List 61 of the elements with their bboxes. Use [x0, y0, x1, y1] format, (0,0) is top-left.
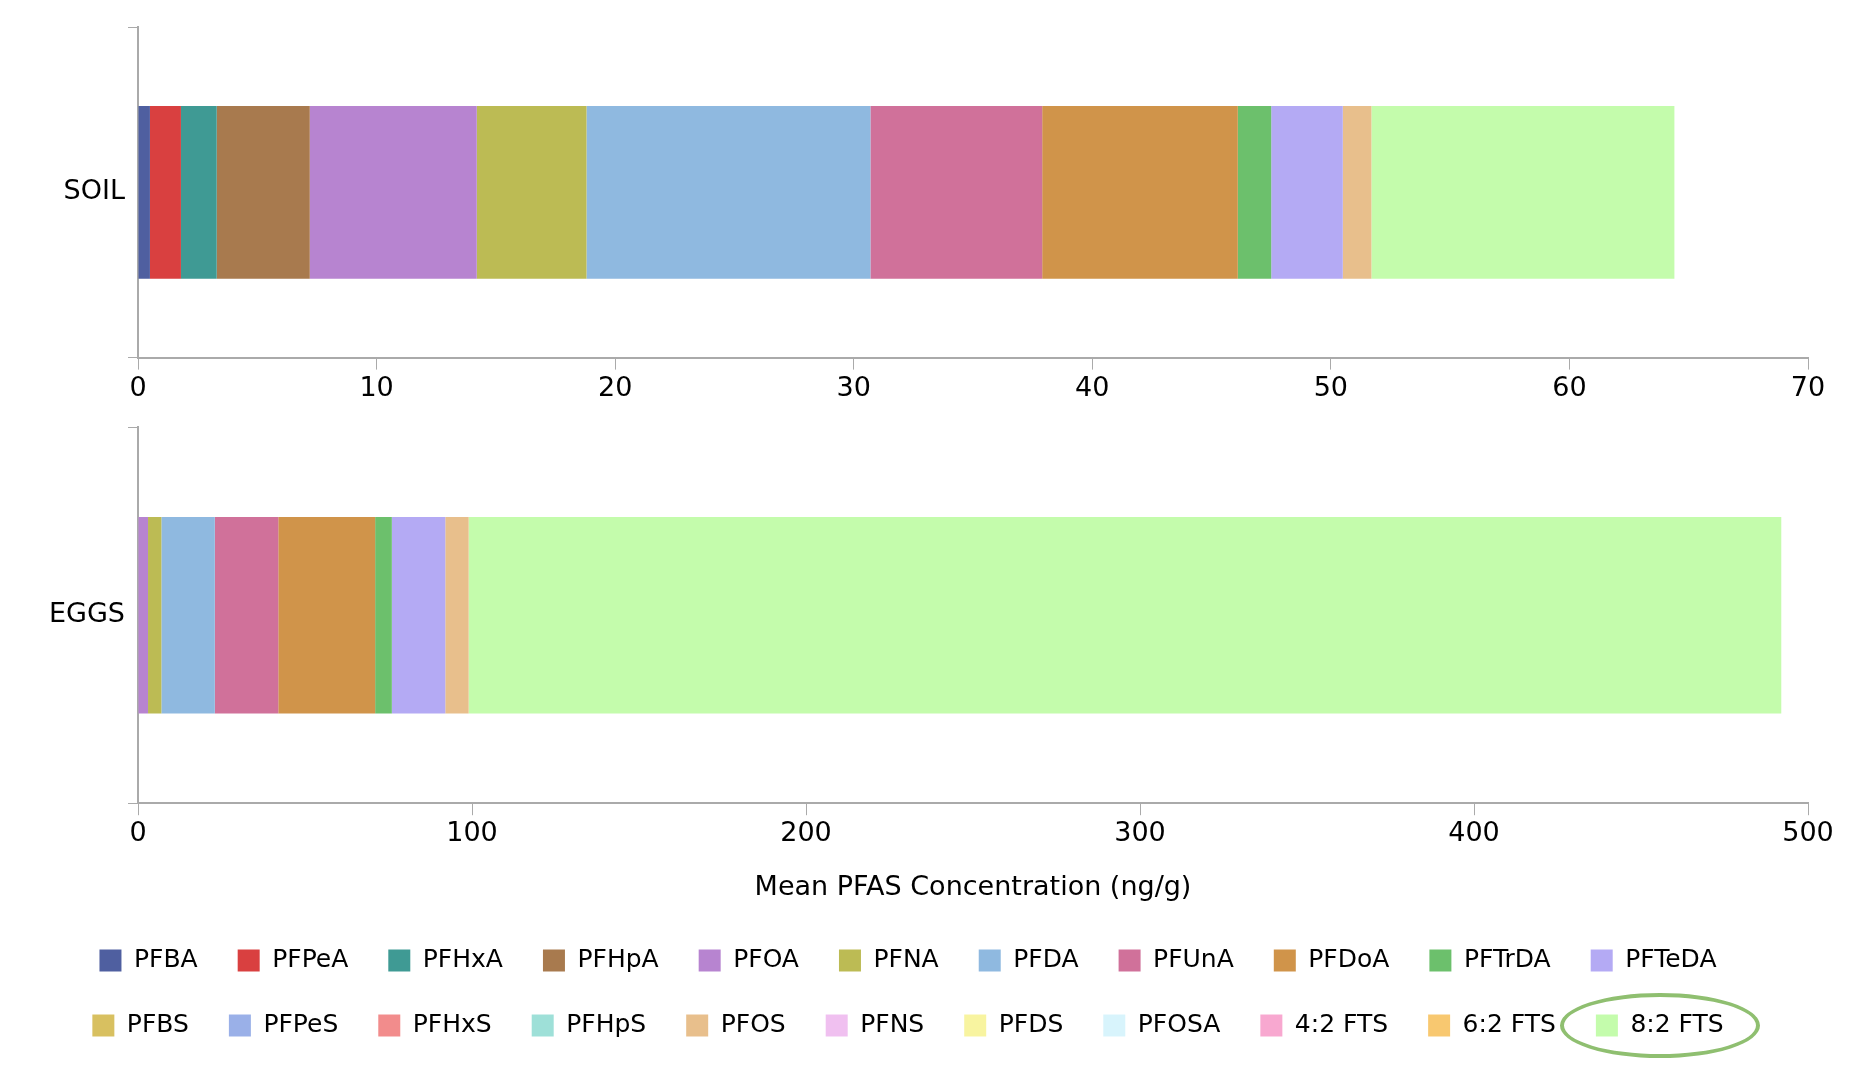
- bar: [391, 516, 446, 714]
- x-tick-label: 0: [129, 816, 147, 848]
- bar: [1271, 106, 1343, 279]
- x-tick-label: 40: [1075, 370, 1110, 402]
- legend-label: 8:2 FTS: [1630, 1009, 1724, 1038]
- legend-label: PFOSA: [1137, 1009, 1221, 1038]
- x-tick-label: 300: [1114, 816, 1166, 848]
- legend-label: PFHxS: [412, 1009, 492, 1038]
- x-tick-label: 100: [446, 816, 498, 848]
- x-tick-label: 10: [359, 370, 394, 402]
- x-tick-label: 70: [1790, 370, 1826, 402]
- y-tick-label: SOIL: [63, 174, 125, 206]
- bar: [216, 106, 310, 279]
- x-tick-label: 0: [129, 370, 147, 402]
- legend-label: PFUnA: [1153, 944, 1234, 973]
- bar: [309, 106, 477, 279]
- legend-label: 6:2 FTS: [1462, 1009, 1556, 1038]
- legend-label: PFPeA: [272, 944, 349, 973]
- x-tick-label: 500: [1782, 816, 1834, 848]
- bar: [1237, 106, 1272, 279]
- legend-label: PFTrDA: [1463, 944, 1551, 973]
- x-tick-label: 200: [780, 816, 832, 848]
- x-axis-title: Mean PFAS Concentration (ng/g): [754, 869, 1192, 901]
- bar: [1342, 106, 1372, 279]
- x-tick-label: 400: [1448, 816, 1500, 848]
- bar: [138, 516, 149, 714]
- legend-label: PFPeS: [263, 1009, 339, 1038]
- y-tick-label: EGGS: [48, 597, 125, 629]
- bar: [149, 106, 181, 279]
- legend-label: PFBS: [126, 1009, 189, 1038]
- legend-label: PFBA: [133, 944, 198, 973]
- bar: [445, 516, 469, 714]
- legend-label: PFOS: [720, 1009, 786, 1038]
- bar: [161, 516, 215, 714]
- legend-label: PFHpS: [566, 1009, 647, 1038]
- bar: [1371, 106, 1675, 279]
- legend-label: PFTeDA: [1625, 944, 1717, 973]
- bar: [138, 106, 150, 279]
- bar: [148, 516, 162, 714]
- legend-label: PFNS: [860, 1009, 925, 1038]
- bar: [375, 516, 392, 714]
- bar: [476, 106, 587, 279]
- x-tick-label: 50: [1313, 370, 1349, 402]
- legend-label: 4:2 FTS: [1294, 1009, 1389, 1038]
- legend-label: PFNA: [873, 944, 939, 973]
- x-tick-label: 60: [1552, 370, 1587, 402]
- bar: [278, 516, 376, 714]
- legend-label: PFDoA: [1308, 944, 1390, 973]
- bar: [586, 106, 871, 279]
- legend-label: PFHxA: [422, 944, 503, 973]
- x-tick-label: 30: [836, 370, 871, 402]
- bar: [870, 106, 1043, 279]
- x-tick-label: 20: [597, 370, 633, 402]
- legend-label: PFDS: [998, 1009, 1064, 1038]
- legend-label: PFOA: [733, 944, 799, 973]
- bar: [1042, 106, 1238, 279]
- bar: [468, 516, 1782, 714]
- bar: [214, 516, 279, 714]
- bar: [180, 106, 217, 279]
- legend-label: PFHpA: [577, 944, 659, 973]
- legend-label: PFDA: [1013, 944, 1079, 973]
